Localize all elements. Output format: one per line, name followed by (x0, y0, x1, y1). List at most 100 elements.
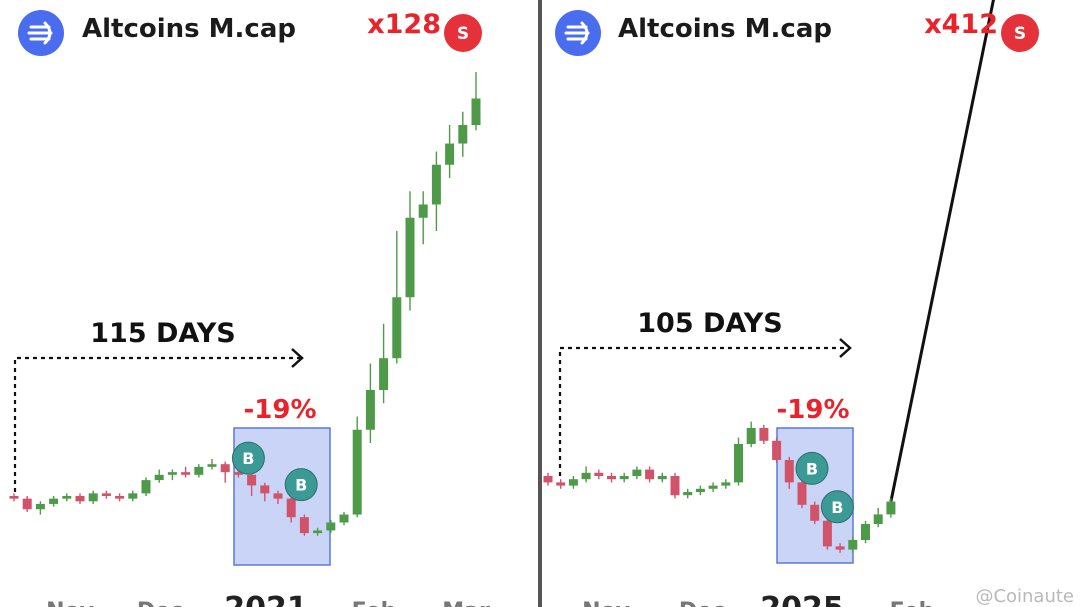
duration-label: 105 DAYS (637, 308, 782, 339)
sell-marker-circle (1001, 14, 1039, 52)
altcoins-logo-icon (18, 10, 64, 56)
candle-body (670, 476, 680, 496)
candle-body (392, 297, 402, 359)
candle-body (873, 514, 883, 524)
candle-body (35, 503, 45, 510)
logo-arc (580, 21, 589, 45)
candle-body (233, 472, 243, 475)
candle-body (683, 492, 693, 496)
candle-body (632, 469, 642, 476)
candle-body (835, 546, 845, 550)
x-tick-label: Dec (137, 599, 183, 607)
buy-marker-label: B (831, 498, 843, 517)
arrow-head-icon (291, 348, 304, 368)
candle-body (418, 204, 428, 218)
sell-marker-icon: S (1001, 14, 1039, 52)
candle-body (810, 504, 820, 521)
candle-body (594, 472, 604, 476)
candle-body (260, 485, 270, 494)
candle-body (247, 474, 257, 486)
candle-body (352, 429, 362, 515)
multiplier-label: x412 (924, 9, 998, 40)
candle-body (62, 496, 72, 499)
candle-body (797, 482, 807, 505)
x-tick-label: Feb (352, 599, 397, 607)
buy-marker-circle (284, 468, 318, 502)
candle-body (458, 125, 468, 144)
candle-body (101, 493, 111, 496)
x-tick-label: Mar (442, 599, 490, 607)
candle-body (848, 540, 858, 550)
candle-body (784, 460, 794, 483)
candle-body (721, 482, 731, 486)
candle-body (543, 476, 553, 483)
right-chart-title: Altcoins M.cap (618, 14, 833, 44)
buy-marker-icon: B (284, 468, 318, 502)
candle-body (273, 493, 283, 499)
candle-body (154, 474, 164, 481)
candle-body (128, 493, 138, 499)
candle-body (141, 480, 151, 494)
sell-marker-icon: S (444, 14, 482, 52)
logo-arc (43, 21, 52, 45)
candle-body (9, 496, 19, 499)
candle-body (581, 472, 591, 480)
drawdown-label: -19% (776, 395, 849, 425)
candle-body (759, 428, 769, 441)
candle-body (822, 520, 832, 547)
x-tick-label: Nov (46, 599, 95, 607)
candle-body (75, 496, 85, 502)
buy-marker-label: B (295, 476, 307, 495)
candle-body (431, 164, 441, 205)
candle-body (207, 464, 217, 467)
candle-body (22, 498, 32, 510)
buy-marker-icon: B (820, 490, 854, 524)
candle-body (568, 479, 578, 486)
candle-body (607, 476, 616, 480)
candle-body (445, 143, 455, 165)
candle-body (746, 428, 756, 444)
buy-marker-icon: B (231, 441, 265, 475)
candle-body (772, 440, 782, 460)
watermark: @Coinaute (975, 586, 1074, 607)
projection-line (889, 0, 995, 502)
x-tick-label: Dec (679, 599, 725, 607)
candle-body (471, 98, 481, 125)
drawdown-label: -19% (243, 395, 316, 425)
candle-body (657, 476, 667, 480)
duration-label: 115 DAYS (90, 318, 235, 349)
candle-body (88, 493, 98, 502)
sell-marker-circle (444, 14, 482, 52)
x-tick-label: 2021 (224, 591, 308, 607)
candle-body (645, 469, 655, 480)
altcoins-logo-icon (555, 10, 601, 56)
candle-body (326, 522, 336, 531)
candle-body (886, 501, 896, 515)
candle-body (405, 217, 415, 298)
candle-body (619, 476, 629, 480)
candle-body (861, 524, 870, 540)
candle-body (181, 472, 191, 475)
candle-body (365, 390, 375, 430)
sell-marker-label: S (457, 24, 469, 44)
buy-marker-circle (820, 490, 854, 524)
left-chart-title: Altcoins M.cap (82, 14, 297, 44)
candle-body (115, 496, 125, 499)
buy-marker-circle (231, 441, 265, 475)
candle-body (708, 485, 718, 489)
candle-body (286, 498, 296, 518)
buy-marker-label: B (806, 459, 818, 478)
candle-body (49, 498, 59, 504)
panel-divider (538, 0, 542, 607)
buy-marker-label: B (242, 449, 254, 468)
arrow-head-icon (839, 338, 852, 358)
candle-body (194, 466, 204, 475)
candle-body (379, 358, 389, 390)
buy-marker-icon: B (795, 451, 829, 485)
x-tick-label: 2025 (760, 591, 844, 607)
x-tick-label: Feb (890, 599, 935, 607)
duration-arrow-line (558, 346, 848, 476)
